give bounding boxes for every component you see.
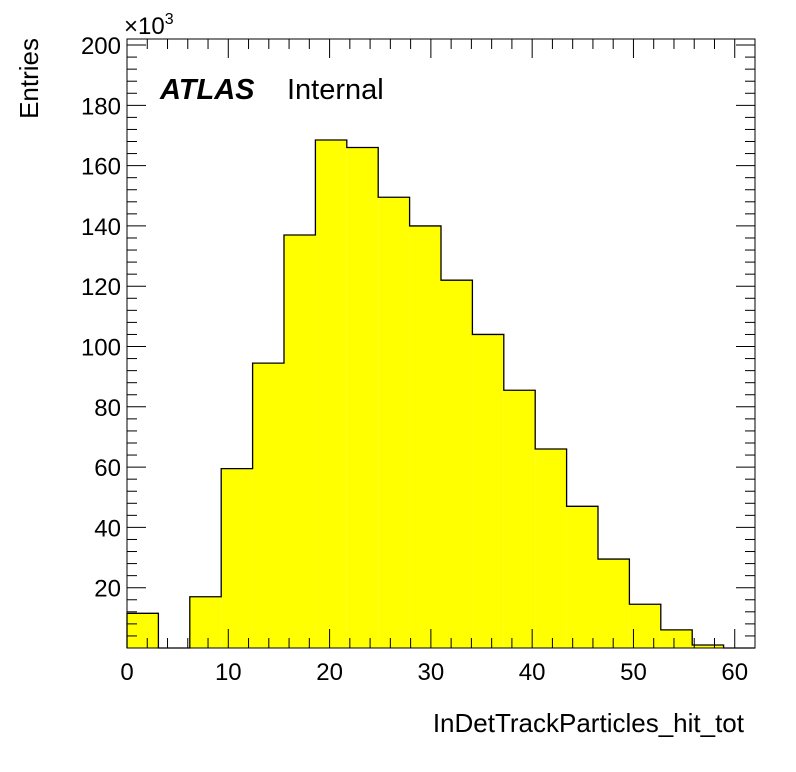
histogram-bin xyxy=(660,629,693,648)
x-tick-label: 50 xyxy=(620,659,647,686)
histogram-bin xyxy=(189,596,222,648)
x-tick-label: 10 xyxy=(215,659,242,686)
x-tick-label: 0 xyxy=(120,659,133,686)
x-tick-label: 20 xyxy=(316,659,343,686)
histogram-bin xyxy=(284,234,316,649)
histogram-bin xyxy=(472,334,504,648)
y-tick-label: 100 xyxy=(81,335,121,362)
histogram-bin xyxy=(315,139,347,648)
histogram-bin xyxy=(692,644,724,648)
histogram-bin xyxy=(127,613,159,648)
x-axis-tick-labels: 0 10 20 30 40 50 60 xyxy=(120,659,748,686)
histogram-bin xyxy=(441,280,473,648)
y-axis-ticks xyxy=(127,44,755,649)
y-tick-label: 40 xyxy=(94,515,121,542)
y-tick-label: 120 xyxy=(81,274,121,301)
y-multiplier-base: ×10 xyxy=(124,13,165,40)
histogram-bin xyxy=(221,468,253,648)
atlas-label: ATLAS xyxy=(159,74,255,106)
histogram-bin xyxy=(535,449,567,648)
x-axis-title: InDetTrackParticles_hit_tot xyxy=(433,708,745,738)
x-tick-label: 40 xyxy=(519,659,546,686)
y-tick-label: 200 xyxy=(81,33,121,60)
plot-frame xyxy=(126,38,756,649)
histogram-outline xyxy=(126,139,755,649)
y-tick-label: 80 xyxy=(94,395,121,422)
y-tick-label: 60 xyxy=(94,455,121,482)
x-tick-label: 30 xyxy=(418,659,445,686)
histogram-bin xyxy=(378,197,410,648)
y-multiplier-exponent: 3 xyxy=(165,11,174,28)
y-axis-tick-labels: 20 40 60 80 100 120 140 160 180 200 xyxy=(81,33,121,603)
internal-label: Internal xyxy=(287,74,384,106)
histogram-bin xyxy=(598,559,630,648)
y-tick-label: 160 xyxy=(81,154,121,181)
y-axis-title: Entries xyxy=(14,38,44,119)
x-tick-label: 60 xyxy=(721,659,748,686)
histogram-bin xyxy=(346,147,379,648)
y-tick-label: 140 xyxy=(81,214,121,241)
histogram-bin xyxy=(252,363,284,648)
y-multiplier: ×103 xyxy=(124,11,174,40)
y-tick-label: 180 xyxy=(81,93,121,120)
histogram-bin xyxy=(409,225,441,649)
histogram-bin xyxy=(566,506,598,648)
x-axis-ticks xyxy=(126,39,736,648)
histogram-bin xyxy=(503,390,536,648)
y-tick-label: 20 xyxy=(94,576,121,603)
histogram-bin xyxy=(629,604,661,648)
histogram-bars xyxy=(126,139,755,649)
